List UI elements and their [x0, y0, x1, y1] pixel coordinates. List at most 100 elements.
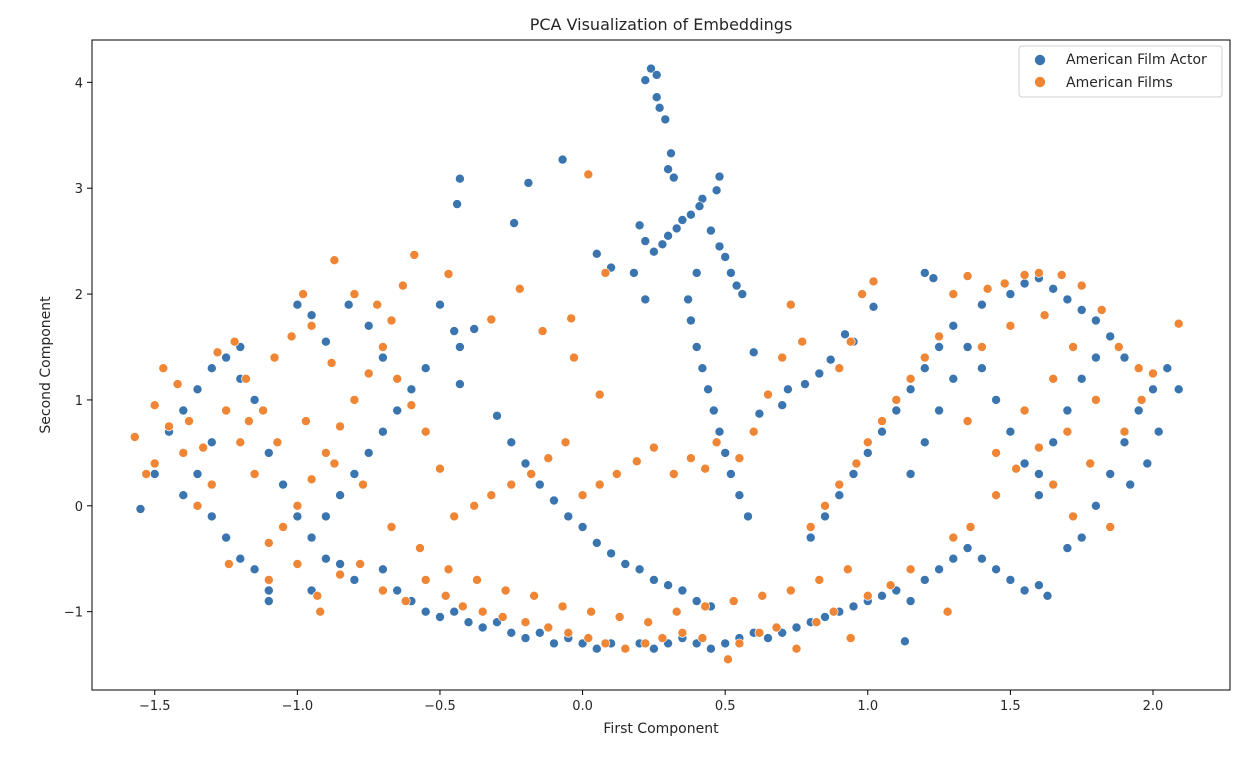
data-point — [660, 114, 671, 125]
data-point — [455, 379, 465, 389]
data-point — [249, 469, 260, 479]
data-point — [649, 442, 659, 453]
data-point — [1019, 405, 1030, 416]
data-point — [686, 315, 696, 326]
data-point — [263, 585, 274, 596]
data-point — [1048, 479, 1058, 490]
data-point — [1019, 270, 1030, 280]
data-point — [691, 596, 702, 606]
data-point — [1062, 294, 1073, 305]
data-point — [292, 500, 303, 511]
data-point — [577, 522, 588, 532]
data-point — [991, 395, 1001, 405]
data-point — [820, 612, 830, 622]
data-point — [400, 596, 411, 606]
data-point — [663, 580, 673, 591]
data-point — [306, 320, 317, 331]
data-point — [315, 606, 326, 617]
data-point — [349, 395, 360, 405]
data-point — [600, 268, 611, 278]
data-point — [666, 148, 676, 159]
data-point — [1048, 373, 1058, 384]
data-point — [469, 324, 480, 334]
data-point — [149, 458, 160, 469]
data-point — [905, 384, 916, 395]
data-point — [224, 559, 234, 569]
data-point — [919, 437, 930, 448]
data-point — [392, 405, 403, 416]
data-point — [868, 301, 879, 312]
x-axis-label: First Component — [603, 721, 719, 737]
data-point — [263, 575, 274, 585]
data-point — [1076, 280, 1087, 291]
data-point — [557, 154, 568, 165]
data-point — [1133, 405, 1144, 416]
data-point — [221, 532, 231, 543]
data-point — [1039, 310, 1050, 321]
data-point — [700, 463, 711, 474]
data-point — [948, 289, 959, 299]
data-point — [514, 283, 525, 294]
data-point — [700, 601, 711, 612]
data-point — [629, 268, 639, 278]
data-point — [1005, 426, 1016, 437]
data-point — [235, 437, 246, 448]
data-point — [207, 479, 217, 490]
data-point — [783, 384, 793, 395]
data-point — [172, 379, 183, 389]
data-point — [726, 469, 736, 479]
data-point — [292, 511, 303, 522]
data-point — [686, 453, 696, 464]
data-point — [748, 426, 759, 437]
data-point — [1119, 352, 1130, 363]
data-point — [1142, 458, 1153, 469]
legend-box — [1018, 45, 1223, 98]
data-point — [263, 448, 274, 458]
data-point — [1034, 442, 1044, 453]
data-point — [343, 299, 354, 310]
data-point — [569, 352, 579, 363]
data-point — [1076, 305, 1087, 315]
data-point — [743, 511, 753, 522]
data-point — [244, 416, 254, 426]
y-axis: −1 0 1 2 3 4 — [64, 76, 92, 621]
data-point — [1062, 405, 1073, 416]
data-point — [263, 596, 274, 606]
data-point — [363, 448, 374, 458]
data-point — [763, 389, 773, 400]
data-point — [449, 326, 460, 336]
data-point — [212, 347, 223, 358]
data-point — [1153, 426, 1164, 437]
data-point — [857, 289, 867, 299]
data-point — [378, 426, 388, 437]
data-point — [278, 479, 288, 490]
data-point — [771, 622, 782, 633]
data-point — [726, 268, 736, 278]
data-point — [1068, 511, 1078, 522]
data-point — [962, 342, 973, 352]
data-point — [583, 633, 594, 643]
data-point — [520, 633, 531, 643]
data-point — [1091, 395, 1101, 405]
data-point — [862, 590, 873, 601]
data-point — [506, 627, 517, 638]
y-tick-label: 1 — [75, 394, 83, 409]
data-point — [529, 590, 539, 601]
data-point — [178, 405, 189, 416]
data-point — [520, 617, 531, 628]
data-point — [800, 379, 810, 389]
data-point — [614, 612, 625, 622]
data-point — [1148, 368, 1158, 379]
data-point — [977, 553, 987, 564]
data-point — [862, 437, 873, 448]
data-point — [1119, 426, 1130, 437]
data-point — [409, 250, 420, 260]
x-tick-label: 0.0 — [572, 699, 593, 714]
data-point — [977, 342, 987, 352]
data-point — [443, 564, 454, 575]
x-tick-label: −0.5 — [424, 699, 456, 714]
data-point — [999, 278, 1010, 289]
data-point — [948, 320, 959, 331]
data-point — [292, 559, 303, 569]
